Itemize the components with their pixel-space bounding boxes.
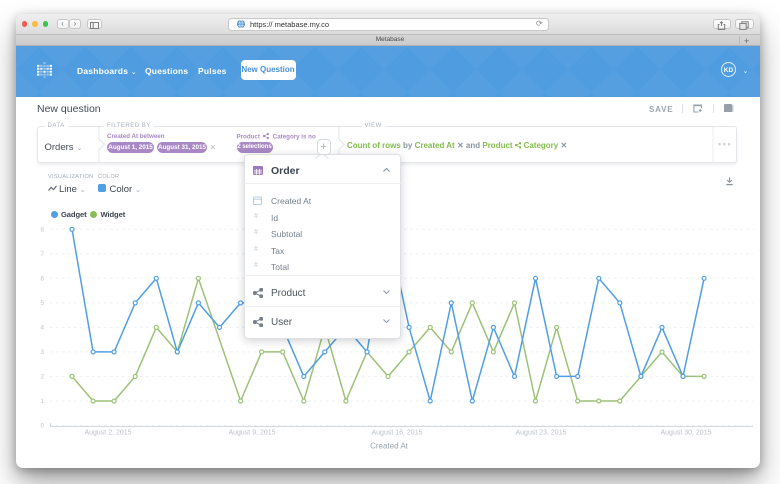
svg-text:6: 6 [41,276,45,283]
svg-text:Created At: Created At [370,442,409,451]
svg-text:8: 8 [41,227,45,234]
svg-text:August 2, 2015: August 2, 2015 [84,430,131,437]
svg-text:2: 2 [41,374,45,381]
svg-text:3: 3 [41,349,45,356]
svg-text:4: 4 [41,325,45,332]
svg-text:August 30, 2015: August 30, 2015 [661,430,712,437]
svg-text:7: 7 [41,251,45,258]
svg-text:0: 0 [41,423,45,430]
svg-text:August 23, 2015: August 23, 2015 [516,430,567,437]
svg-text:August 9, 2015: August 9, 2015 [228,430,275,437]
svg-text:1: 1 [41,398,45,405]
svg-text:5: 5 [41,300,45,307]
svg-text:August 16, 2015: August 16, 2015 [372,430,423,437]
